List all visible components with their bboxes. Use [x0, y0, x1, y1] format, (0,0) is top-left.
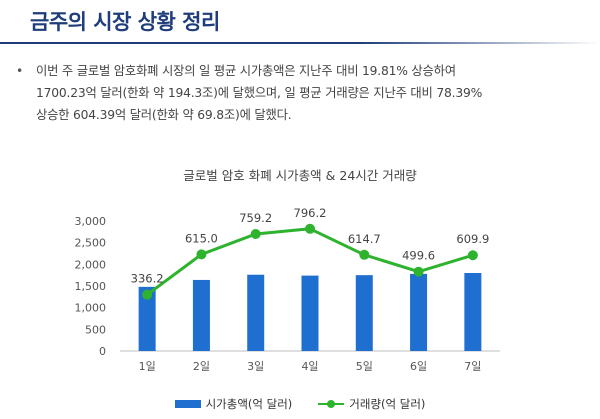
bar-market-cap [138, 286, 156, 351]
y-tick-label: 1,500 [75, 280, 107, 293]
point-volume [305, 223, 315, 234]
point-volume [467, 250, 478, 261]
y-tick-label: 2,500 [75, 237, 107, 250]
y-tick-label: 2,000 [75, 258, 107, 271]
chart-title: 글로벌 암호 화폐 시가총액 & 24시간 거래량 [183, 168, 417, 183]
bar-market-cap [464, 273, 482, 351]
x-tick-label: 1일 [139, 359, 156, 373]
x-tick-label: 3일 [247, 359, 264, 373]
legend-label-volume: 거래량(억 달러) [349, 397, 426, 411]
point-volume [413, 266, 424, 277]
summary-line-1: 이번 주 글로벌 암호화폐 시장의 일 평균 시가총액은 지난주 대비 19.8… [36, 64, 456, 78]
data-label-volume: 499.6 [402, 249, 435, 263]
y-tick-label: 0 [99, 345, 106, 358]
y-tick-label: 1,000 [75, 302, 107, 315]
point-volume [250, 229, 261, 239]
y-tick-label: 3,000 [75, 215, 107, 228]
data-label-volume: 614.7 [348, 232, 381, 246]
title-underline [0, 42, 600, 44]
bullet-icon: • [16, 64, 24, 78]
legend-item-volume: 거래량(억 달러) [318, 396, 425, 412]
legend-label-market-cap: 시가총액(억 달러) [205, 397, 293, 411]
bar-market-cap [247, 274, 265, 351]
point-volume [142, 289, 153, 300]
point-volume [359, 249, 370, 260]
legend-line-swatch-icon [318, 399, 345, 409]
summary-paragraph: • 이번 주 글로벌 암호화폐 시장의 일 평균 시가총액은 지난주 대비 19… [16, 60, 588, 126]
y-tick-label: 500 [85, 323, 106, 336]
bar-market-cap [410, 273, 428, 351]
x-tick-label: 6일 [410, 359, 427, 373]
summary-line-3: 상승한 604.39억 달러(한화 약 69.8조)에 달했다. [36, 108, 292, 122]
x-tick-label: 5일 [356, 359, 373, 373]
bar-market-cap [355, 275, 373, 351]
x-tick-label: 4일 [301, 359, 318, 373]
x-tick-label: 2일 [193, 359, 210, 373]
legend-bar-swatch-icon [174, 400, 201, 408]
data-label-volume: 796.2 [294, 206, 327, 220]
point-volume [196, 249, 207, 260]
x-tick-label: 7일 [464, 359, 481, 373]
data-label-volume: 615.0 [185, 231, 218, 245]
legend-item-market-cap: 시가총액(억 달러) [174, 396, 293, 412]
summary-line-2: 1700.23억 달러(한화 약 194.3조)에 달했으며, 일 평균 거래량… [36, 86, 483, 100]
data-label-volume: 609.9 [456, 232, 489, 246]
data-label-volume: 759.2 [239, 211, 272, 225]
bar-market-cap [192, 279, 210, 351]
bar-market-cap [301, 275, 319, 351]
chart-legend: 시가총액(억 달러) 거래량(억 달러) [0, 396, 600, 412]
data-label-volume: 336.2 [131, 272, 164, 286]
page-title: 금주의 시장 상황 정리 [30, 10, 220, 34]
